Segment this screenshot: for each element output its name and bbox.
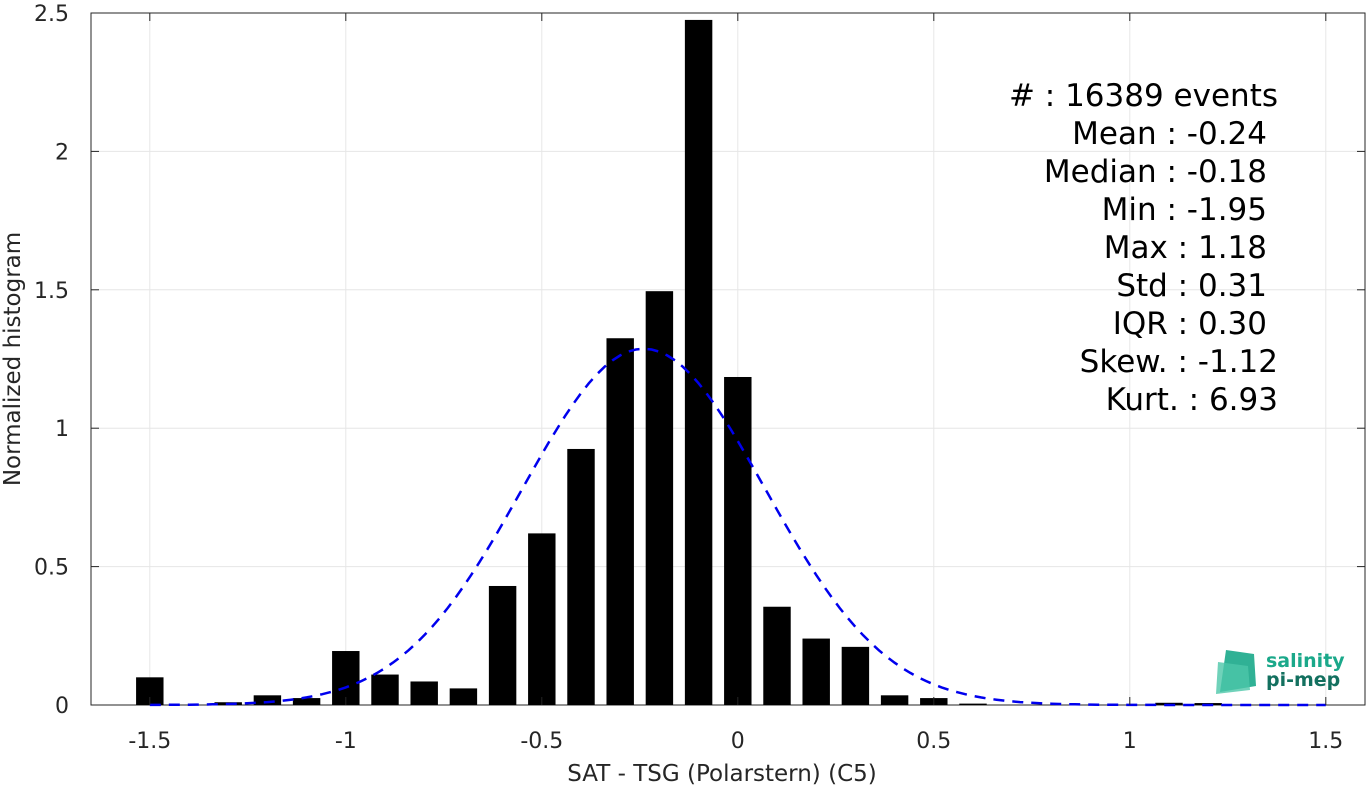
x-tick-label: -1.5 bbox=[128, 729, 171, 754]
y-tick-label: 1.5 bbox=[34, 279, 69, 304]
logo-wave-icon-2 bbox=[1216, 662, 1250, 694]
stat-line: Skew. : -1.12 bbox=[1080, 344, 1278, 380]
stat-line: Median : -0.18 bbox=[1044, 154, 1267, 190]
histogram-bar bbox=[292, 698, 321, 705]
histogram-bar bbox=[724, 376, 752, 705]
stat-line: IQR : 0.30 bbox=[1113, 306, 1267, 342]
x-tick-label: 1.5 bbox=[1308, 729, 1343, 754]
stat-line: Mean : -0.24 bbox=[1072, 116, 1267, 152]
histogram-bar bbox=[684, 19, 713, 706]
histogram-bar bbox=[802, 638, 830, 705]
histogram-bar bbox=[488, 585, 517, 705]
x-tick-label: 0 bbox=[731, 729, 745, 754]
histogram-bar bbox=[959, 703, 987, 705]
x-tick-label: -1 bbox=[335, 729, 357, 754]
stat-line: Kurt. : 6.93 bbox=[1106, 382, 1278, 418]
histogram-bar bbox=[567, 448, 595, 705]
histogram-bar bbox=[841, 646, 870, 705]
stat-line: Max : 1.18 bbox=[1104, 230, 1267, 266]
y-tick-label: 1 bbox=[55, 417, 69, 442]
histogram-bar bbox=[880, 695, 909, 705]
histogram-bar bbox=[332, 651, 360, 705]
x-axis-label: SAT - TSG (Polarstern) (C5) bbox=[567, 761, 876, 785]
x-tick-label: 0.5 bbox=[916, 729, 951, 754]
histogram-bar bbox=[253, 695, 282, 705]
histogram-bar bbox=[449, 688, 478, 705]
logo-text-line1: salinity bbox=[1266, 650, 1345, 672]
x-tick-label: 1 bbox=[1123, 729, 1137, 754]
histogram-bar bbox=[606, 338, 634, 705]
stat-line: Min : -1.95 bbox=[1102, 192, 1267, 228]
salinity-pimep-logo: salinity pi-mep bbox=[1216, 650, 1345, 694]
histogram-bar bbox=[763, 606, 791, 705]
y-axis-label: Normalized histogram bbox=[0, 232, 26, 486]
y-tick-label: 2.5 bbox=[34, 2, 69, 27]
histogram-bar bbox=[645, 291, 674, 705]
y-tick-label: 0 bbox=[55, 694, 69, 719]
logo-text-line2: pi-mep bbox=[1266, 669, 1340, 691]
stat-line: # : 16389 events bbox=[1009, 78, 1278, 114]
stat-line: Std : 0.31 bbox=[1116, 268, 1267, 304]
histogram-bar bbox=[410, 681, 438, 705]
y-tick-label: 2 bbox=[55, 140, 69, 165]
x-tick-label: -0.5 bbox=[520, 729, 563, 754]
histogram-bar bbox=[528, 533, 556, 705]
histogram-bar bbox=[371, 674, 399, 705]
y-tick-label: 0.5 bbox=[34, 556, 69, 581]
x-axis-ticks: -1.5 -1 -0.5 0 0.5 1 1.5 bbox=[128, 13, 1343, 754]
bars-group bbox=[136, 19, 1222, 706]
y-axis-ticks: 0 0.5 1 1.5 2 2.5 bbox=[34, 2, 1365, 719]
